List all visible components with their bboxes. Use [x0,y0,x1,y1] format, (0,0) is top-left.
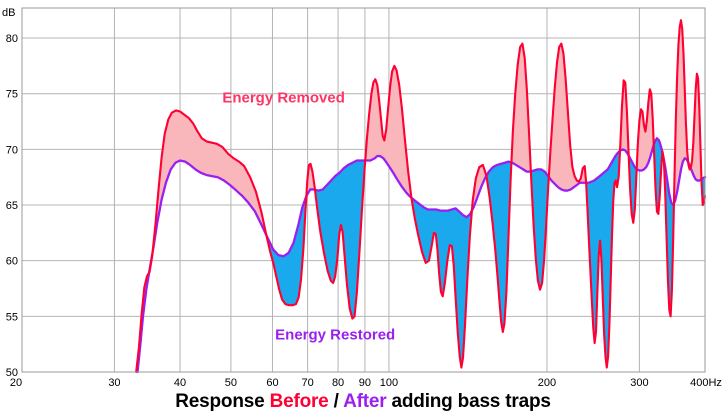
y-axis-tick-label: 60 [6,256,18,268]
title-segment: Before [269,391,329,412]
x-axis-tick-label: 20 [10,377,22,389]
title-segment: adding bass traps [386,391,551,412]
x-axis-tick-label: 90 [359,377,371,389]
response-curves [135,19,707,374]
y-axis-tick-label: 65 [6,200,18,212]
x-axis-tick-label: 200 [538,377,556,389]
energy-restored-fill [586,148,621,368]
x-axis-tick-label: 30 [108,377,120,389]
series-line-after [136,137,707,374]
x-axis-tick-label: 60 [266,377,278,389]
annotation-label: Energy Removed [222,90,345,107]
energy-removed-fill [152,110,267,253]
title-segment: Response [175,391,270,412]
energy-removed-fill [511,43,532,176]
series-line-before [135,19,707,374]
x-axis-tick-label: 50 [225,377,237,389]
x-axis-tick-label: 100 [380,377,398,389]
y-axis-unit-label: dB [2,7,15,19]
energy-restored-fill [531,169,549,290]
x-axis-tick-label: 40 [174,377,186,389]
gridlines [22,8,705,373]
x-axis-tick-label: 80 [332,377,344,389]
title-segment: After [343,391,387,412]
y-axis-tick-label: 55 [6,311,18,323]
chart-annotations: Energy Removed Energy Restored [222,90,395,344]
energy-restored-fill [266,194,307,306]
title-segment: / [328,391,344,412]
y-axis-tick-label: 70 [6,144,18,156]
x-axis-tick-label: 400Hz [690,377,722,389]
y-axis-tick-label: 75 [6,89,18,101]
x-axis-labels: 20 30 40 50 60 70 80 90 100 200 300 400Hz [10,377,722,389]
y-axis-labels: 50 55 60 65 70 75 80 [6,33,18,379]
energy-restored-fill [411,197,472,368]
y-axis-tick-label: 80 [6,33,18,45]
x-axis-tick-label: 300 [630,377,648,389]
x-axis-tick-label: 70 [301,377,313,389]
energy-removed-fill [620,80,629,160]
chart-title: Response Before / After adding bass trap… [0,391,726,413]
energy-restored-fill [314,158,366,319]
annotation-label: Energy Restored [275,327,395,344]
y-axis-tick-label: 50 [6,367,18,379]
plot-frame [21,7,706,373]
energy-restored-fill [486,157,512,332]
